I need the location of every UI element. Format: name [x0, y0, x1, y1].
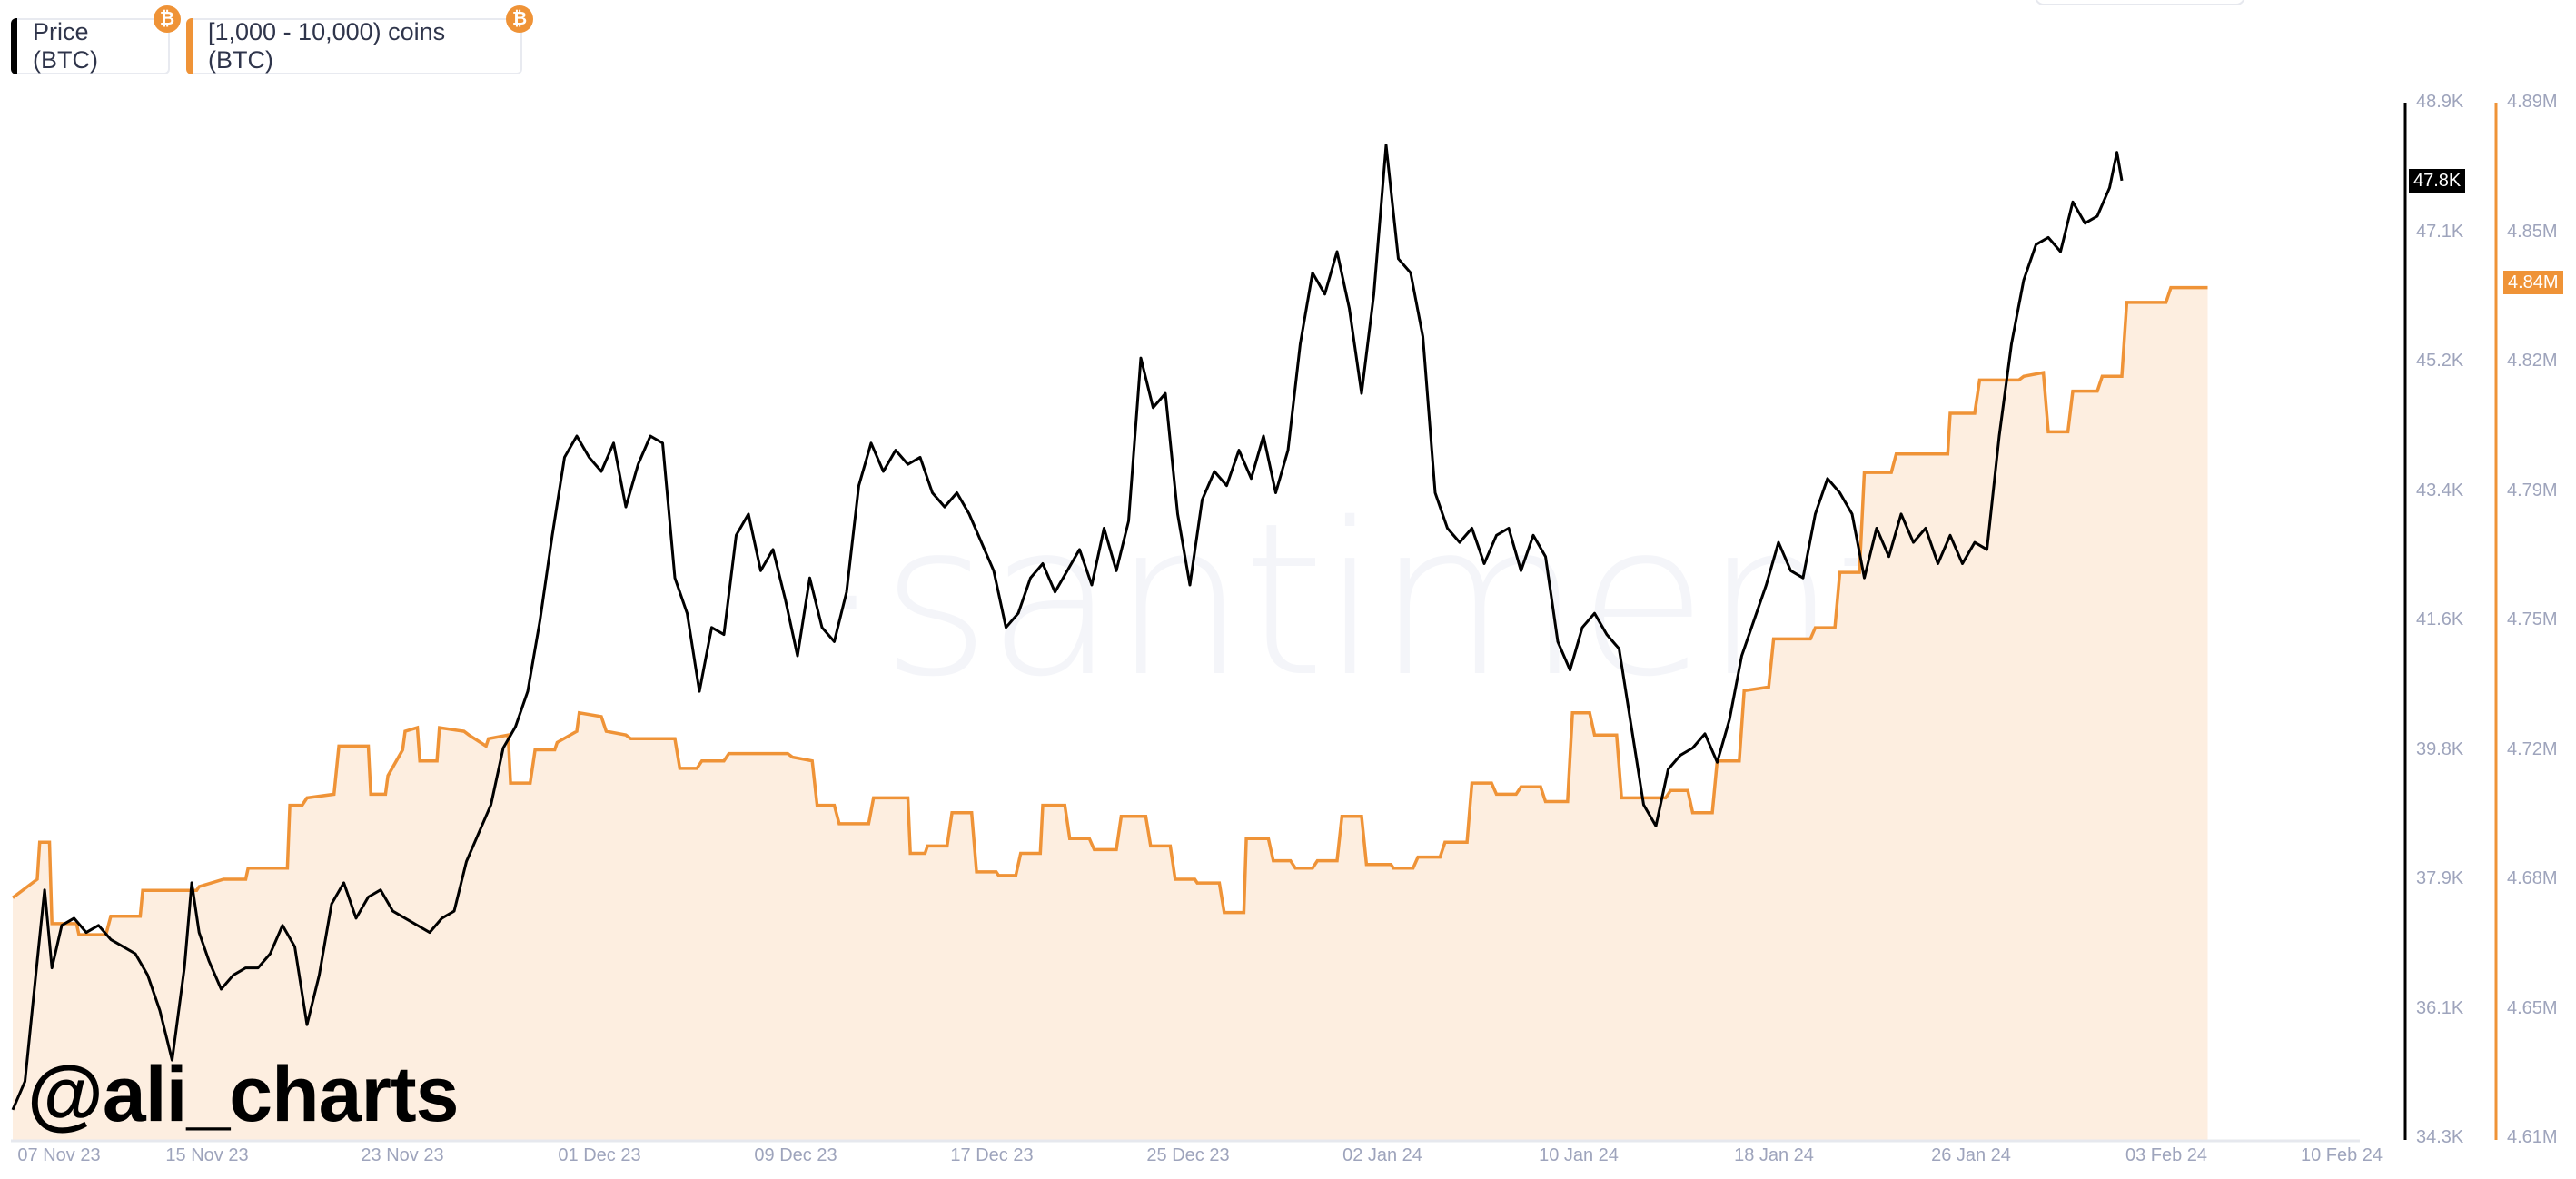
- bitcoin-icon: ₿: [506, 5, 533, 33]
- y-tick-right: 4.82M: [2507, 351, 2558, 371]
- x-tick: 25 Dec 23: [1146, 1145, 1230, 1165]
- y-tick-left: 41.6K: [2416, 609, 2464, 629]
- holders-series-line: [11, 285, 2208, 936]
- holders-area-fill: [13, 287, 2208, 1141]
- legend-item-price[interactable]: Price (BTC) ₿: [11, 5, 181, 74]
- y-tick-left: 39.8K: [2416, 738, 2464, 759]
- x-tick: 17 Dec 23: [950, 1145, 1034, 1165]
- legend-color-swatch: [186, 18, 193, 74]
- bitcoin-icon: ₿: [154, 5, 181, 33]
- author-handle: @ali_charts: [27, 1051, 459, 1138]
- y-tick-right: 4.65M: [2507, 997, 2558, 1018]
- x-tick: 01 Dec 23: [558, 1145, 641, 1165]
- x-tick: 10 Jan 24: [1539, 1145, 1619, 1165]
- y-tick-right: 4.72M: [2507, 738, 2558, 759]
- y-tick-left: 48.9K: [2416, 92, 2464, 112]
- legend-label: [1,000 - 10,000) coins (BTC): [208, 18, 446, 74]
- x-tick: 15 Nov 23: [165, 1145, 249, 1165]
- x-tick: 09 Dec 23: [754, 1145, 837, 1165]
- y-tick-left: 47.1K: [2416, 221, 2464, 242]
- y-tick-right: 4.89M: [2507, 92, 2558, 112]
- y-tick-right: 4.61M: [2507, 1127, 2558, 1147]
- y-tick-left: 34.3K: [2416, 1127, 2464, 1147]
- x-tick: 23 Nov 23: [361, 1145, 444, 1165]
- y-tick-left: 36.1K: [2416, 997, 2464, 1018]
- legend-color-swatch: [11, 18, 17, 74]
- x-tick: 03 Feb 24: [2125, 1145, 2208, 1165]
- x-tick: 07 Nov 23: [17, 1145, 101, 1165]
- y-tick-right: 4.79M: [2507, 480, 2558, 500]
- price-series-line: [11, 144, 2124, 1111]
- y-tick-right: 4.75M: [2507, 609, 2558, 629]
- current-price-label: 47.8K: [2409, 169, 2466, 193]
- legend-item-holders[interactable]: [1,000 - 10,000) coins (BTC) ₿: [186, 5, 533, 74]
- x-tick: 18 Jan 24: [1734, 1145, 1814, 1165]
- x-tick: 10 Feb 24: [2300, 1145, 2383, 1165]
- y-tick-left: 37.9K: [2416, 868, 2464, 888]
- y-tick-right: 4.85M: [2507, 221, 2558, 242]
- y-tick-right: 4.68M: [2507, 868, 2558, 888]
- x-tick: 26 Jan 24: [1931, 1145, 2011, 1165]
- y-tick-left: 43.4K: [2416, 480, 2464, 500]
- current-holders-label: 4.84M: [2503, 271, 2563, 294]
- legend-label: Price (BTC): [33, 18, 98, 74]
- y-tick-left: 45.2K: [2416, 351, 2464, 371]
- x-tick: 02 Jan 24: [1342, 1145, 1422, 1165]
